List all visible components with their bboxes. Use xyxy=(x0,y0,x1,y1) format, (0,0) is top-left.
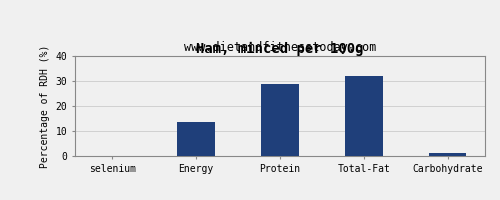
Bar xyxy=(345,76,383,156)
Text: www.dietandfitnesstoday.com: www.dietandfitnesstoday.com xyxy=(184,41,376,54)
Bar xyxy=(428,153,467,156)
Y-axis label: Percentage of RDH (%): Percentage of RDH (%) xyxy=(40,44,50,168)
Title: Ham, minced per 100g: Ham, minced per 100g xyxy=(196,42,364,56)
Bar xyxy=(178,122,215,156)
Bar xyxy=(261,84,299,156)
